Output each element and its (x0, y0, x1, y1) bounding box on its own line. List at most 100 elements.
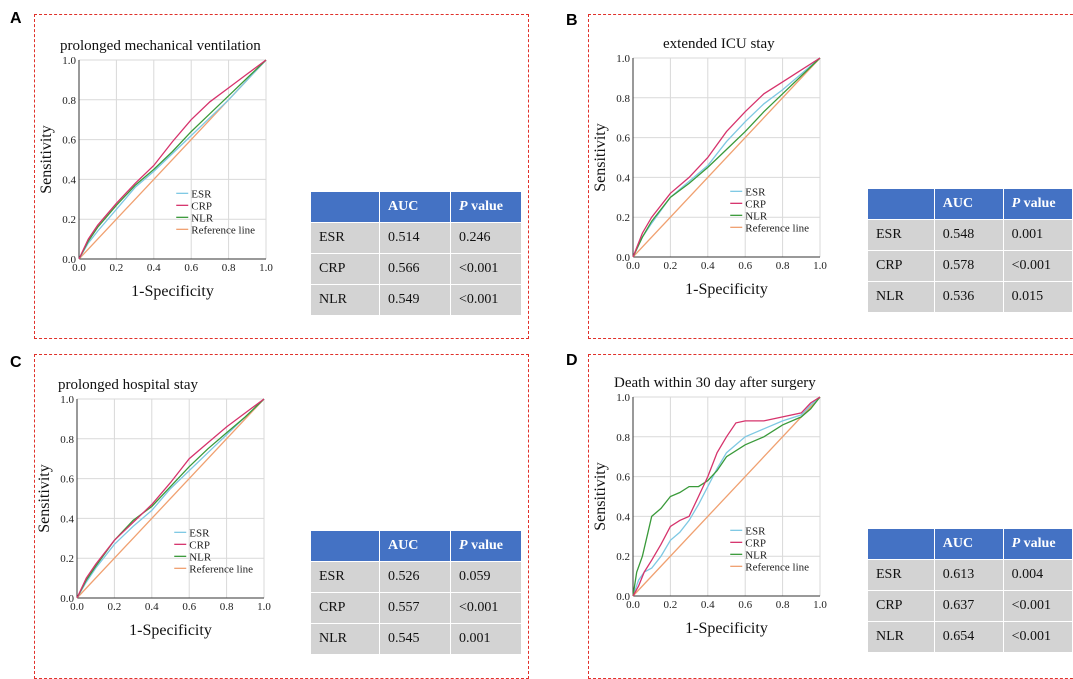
y-axis-label: Sensitivity (38, 125, 55, 193)
series-line-reference-line (76, 398, 265, 599)
legend-label: NLR (745, 549, 768, 561)
auc-table-header: AUC P value (868, 529, 1072, 559)
x-tick-label: 0.6 (738, 599, 752, 611)
header-auc-cell: AUC (934, 189, 1003, 219)
x-tick-label: 0.4 (701, 599, 715, 611)
chart-title: prolonged hospital stay (58, 377, 198, 393)
y-axis-label: Sensitivity (592, 123, 609, 191)
table-row: CRP 0.637 <0.001 (868, 591, 1072, 621)
header-p-value-cell: P value (451, 192, 521, 222)
value-word: value (467, 538, 503, 553)
y-tick-label: 0.4 (62, 174, 76, 186)
x-axis-label: 1-Specificity (129, 622, 212, 639)
table-row: CRP 0.557 <0.001 (311, 593, 521, 623)
x-tick-label: 0.6 (184, 262, 198, 274)
chart-title: extended ICU stay (663, 36, 775, 52)
row-marker-cell: CRP (311, 254, 379, 284)
auc-table-b: AUC P value ESR 0.548 0.001 CRP 0.578 <0… (867, 188, 1073, 313)
auc-table-header: AUC P value (311, 531, 521, 561)
x-tick-label: 0.2 (664, 260, 678, 272)
auc-value-cell: 0.654 (934, 622, 1003, 652)
auc-table-header: AUC P value (868, 189, 1072, 219)
table-row: NLR 0.549 <0.001 (311, 285, 521, 315)
x-tick-label: 0.6 (182, 601, 196, 613)
y-tick-label: 0.4 (60, 513, 74, 525)
p-value-cell: 0.059 (451, 562, 521, 592)
x-tick-label: 1.0 (257, 601, 271, 613)
p-symbol: P (1011, 196, 1021, 211)
x-tick-label: 1.0 (259, 262, 273, 274)
y-tick-label: 1.0 (62, 55, 76, 67)
legend-label: ESR (745, 525, 766, 537)
series-line-crp (632, 57, 821, 258)
series-line-crp (632, 396, 821, 597)
p-value-cell: <0.001 (451, 285, 521, 315)
chart-title: Death within 30 day after surgery (614, 375, 816, 391)
auc-value-cell: 0.526 (380, 562, 450, 592)
y-tick-label: 0.0 (616, 591, 630, 603)
y-tick-label: 0.6 (616, 133, 630, 145)
panel-frame-b (588, 14, 1073, 339)
p-symbol: P (459, 199, 468, 214)
p-value-cell: <0.001 (451, 254, 521, 284)
x-tick-label: 0.8 (220, 601, 234, 613)
legend-label: CRP (745, 198, 766, 210)
table-row: NLR 0.545 0.001 (311, 624, 521, 654)
y-tick-label: 0.6 (62, 135, 76, 147)
table-row: CRP 0.566 <0.001 (311, 254, 521, 284)
y-axis-label: Sensitivity (36, 464, 53, 532)
legend-label: Reference line (745, 561, 809, 573)
p-value-cell: 0.001 (451, 624, 521, 654)
y-tick-label: 0.4 (616, 511, 630, 523)
series-line-nlr (632, 57, 821, 258)
table-row: CRP 0.578 <0.001 (868, 251, 1072, 281)
x-tick-label: 0.4 (145, 601, 159, 613)
row-marker-cell: CRP (311, 593, 379, 623)
header-p-value-cell: P value (451, 531, 521, 561)
series-line-reference-line (632, 396, 821, 597)
table-row: ESR 0.548 0.001 (868, 220, 1072, 250)
auc-value-cell: 0.545 (380, 624, 450, 654)
y-tick-label: 1.0 (616, 53, 630, 65)
row-marker-cell: CRP (868, 591, 934, 621)
p-value-cell: <0.001 (451, 593, 521, 623)
series-line-crp (78, 59, 267, 260)
series-line-nlr (76, 398, 265, 599)
legend-label: ESR (745, 186, 766, 198)
header-blank-cell (311, 192, 379, 222)
series-line-reference-line (632, 57, 821, 258)
x-tick-label: 0.0 (626, 260, 640, 272)
legend-label: NLR (745, 210, 768, 222)
x-tick-label: 0.8 (776, 260, 790, 272)
row-marker-cell: ESR (311, 562, 379, 592)
x-tick-label: 0.0 (70, 601, 84, 613)
y-tick-label: 0.8 (60, 434, 74, 446)
x-axis-label: 1-Specificity (685, 620, 768, 637)
row-marker-cell: ESR (311, 223, 379, 253)
legend-label: NLR (189, 551, 212, 563)
auc-table-header: AUC P value (311, 192, 521, 222)
legend-label: Reference line (745, 222, 809, 234)
row-marker-cell: NLR (868, 282, 934, 312)
x-tick-label: 0.8 (776, 599, 790, 611)
panel-letter-c: C (10, 354, 22, 371)
panel-letter-a: A (10, 10, 22, 27)
p-symbol: P (1011, 536, 1021, 551)
x-tick-label: 0.2 (664, 599, 678, 611)
y-tick-label: 0.4 (616, 172, 630, 184)
row-marker-cell: CRP (868, 251, 934, 281)
p-value-cell: <0.001 (1003, 622, 1072, 652)
auc-value-cell: 0.578 (934, 251, 1003, 281)
legend-label: CRP (745, 537, 766, 549)
legend-label: CRP (189, 539, 210, 551)
auc-value-cell: 0.557 (380, 593, 450, 623)
series-line-esr (78, 59, 267, 260)
auc-value-cell: 0.548 (934, 220, 1003, 250)
panel-letter-b: B (566, 12, 578, 29)
row-marker-cell: ESR (868, 560, 934, 590)
p-symbol: P (459, 538, 468, 553)
row-marker-cell: ESR (868, 220, 934, 250)
